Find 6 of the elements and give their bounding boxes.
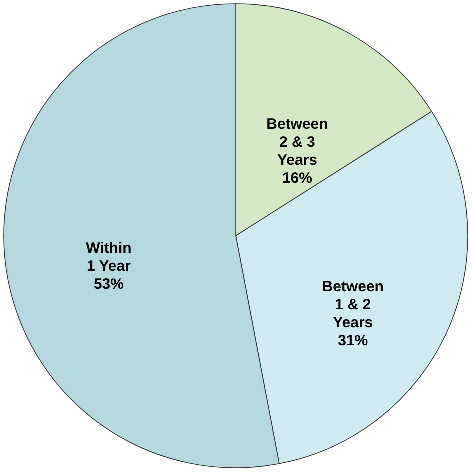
slice-label: Between 1 & 2 Years <box>322 278 384 332</box>
data-label: 31% <box>338 332 368 350</box>
data-label: 16% <box>282 170 312 188</box>
slice-label: Between 2 & 3 Years <box>266 116 328 170</box>
data-label: 53% <box>94 276 124 294</box>
slice-label: Within 1 Year <box>86 240 132 276</box>
